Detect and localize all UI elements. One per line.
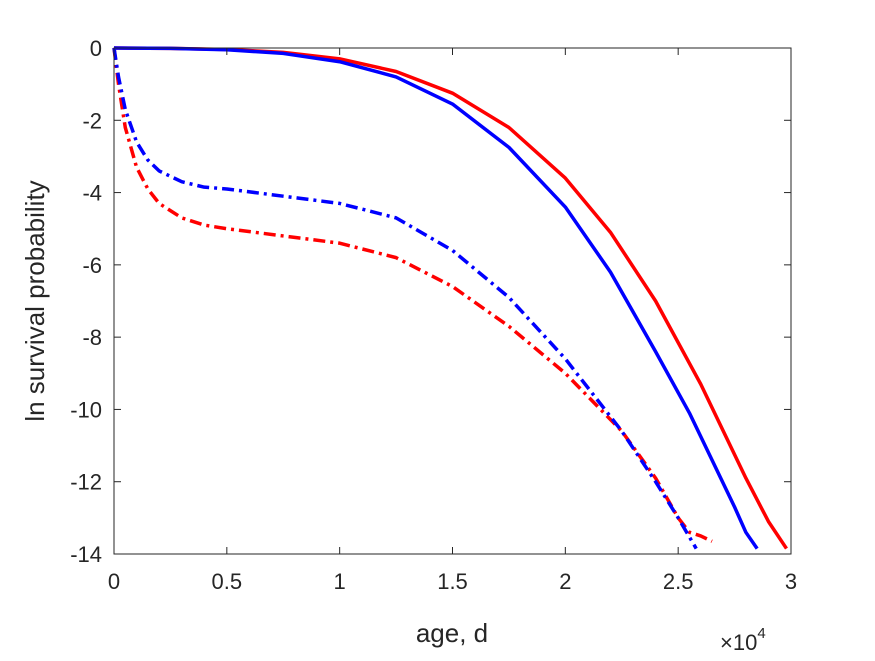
y-tick-label: -2	[82, 108, 102, 133]
x-tick-label: 2	[559, 569, 571, 594]
series-line-2-solid	[113, 46, 759, 550]
y-axis-title: ln survival probability	[20, 180, 50, 421]
x-tick-label: 1.5	[437, 569, 468, 594]
x-tick-label: 1	[334, 569, 346, 594]
x-axis-exponent: ×104	[720, 625, 766, 655]
x-axis-exponent-base: ×10	[720, 630, 757, 655]
x-tick-label: 0	[108, 569, 120, 594]
plot-area-background	[114, 48, 791, 554]
y-tick-label: 0	[90, 36, 102, 61]
tick-labels-layer: 0 0.5 1 1.5 2 2.5 3 0 -2 -4 -6 -8 -10 -12 -14	[70, 36, 797, 594]
y-tick-label: -4	[82, 181, 102, 206]
x-tick-label: 0.5	[212, 569, 243, 594]
x-tick-label: 2.5	[663, 569, 694, 594]
y-tick-label: -12	[70, 470, 102, 495]
y-tick-label: -14	[70, 542, 102, 567]
x-tick-label: 3	[785, 569, 797, 594]
series-layer	[112, 46, 788, 550]
y-tick-label: -6	[82, 253, 102, 278]
y-tick-label: -8	[82, 325, 102, 350]
y-tick-label: -10	[70, 397, 102, 422]
series-line-4-dashdot	[112, 47, 698, 550]
x-axis-exponent-power: 4	[757, 625, 765, 642]
ticks-layer	[113, 47, 792, 555]
x-axis-title: age, d	[416, 618, 488, 648]
